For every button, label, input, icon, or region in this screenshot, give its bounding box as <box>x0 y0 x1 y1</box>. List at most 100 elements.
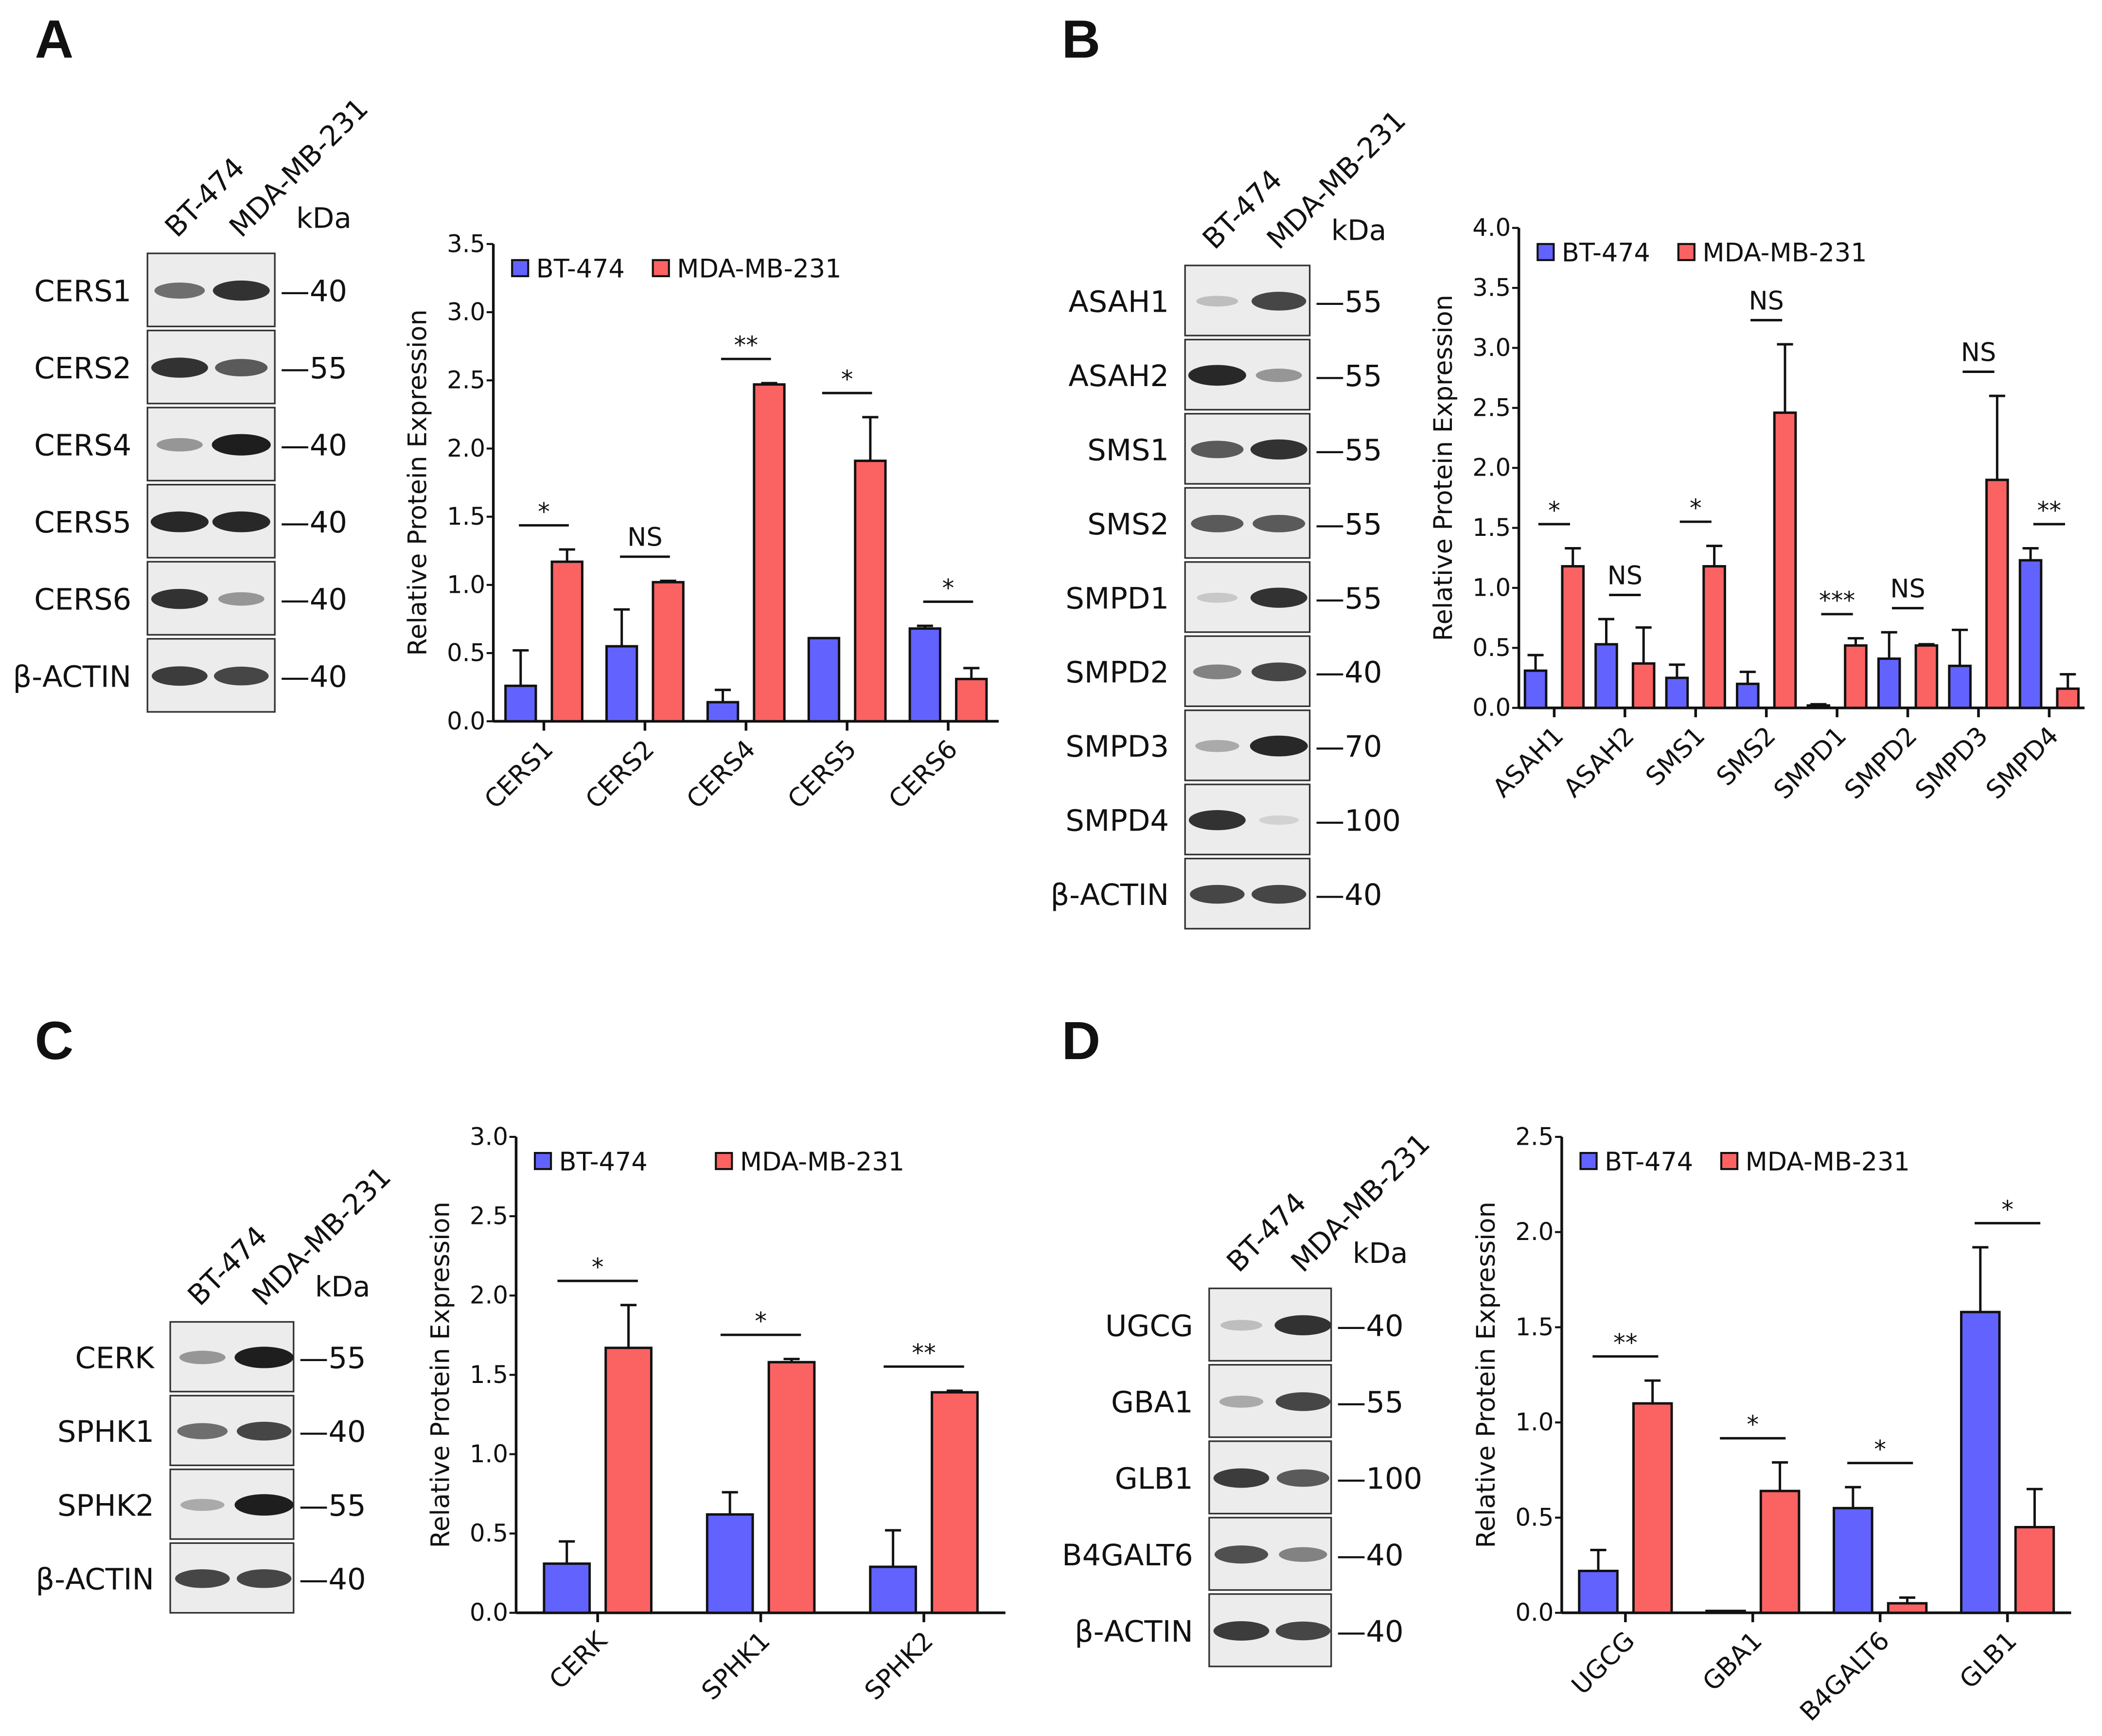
x-tick-label: SPHK2 <box>859 1626 939 1706</box>
protein-band <box>151 357 208 378</box>
protein-band <box>212 434 271 456</box>
protein-label: CERK <box>75 1342 155 1376</box>
x-tick-label: CERS1 <box>479 734 559 815</box>
blot-row: CERS1 —40 <box>34 252 347 327</box>
y-tick-label: 1.0 <box>470 1440 508 1468</box>
protein-label: SMS1 <box>1087 433 1169 467</box>
kda-marker: —55 <box>1315 508 1382 542</box>
bar-bt-474 <box>807 637 841 723</box>
significance-label: ** <box>734 331 758 359</box>
protein-band <box>1213 1621 1270 1641</box>
x-tick-label: SMPD1 <box>1768 721 1852 805</box>
y-axis-label: Relative Protein Expression <box>403 309 433 655</box>
significance-label: NS <box>1607 561 1643 590</box>
panel-label-d: D <box>1061 1012 1101 1071</box>
protein-band <box>1251 885 1307 904</box>
protein-band <box>1197 592 1238 603</box>
legend-swatch <box>1677 243 1696 261</box>
y-tick-label: 1.0 <box>1472 573 1511 602</box>
bar-bt-474 <box>1705 1610 1746 1614</box>
kda-marker: —100 <box>1315 804 1401 838</box>
y-axis-label: Relative Protein Expression <box>1429 295 1458 641</box>
legend-swatch <box>533 1151 552 1170</box>
protein-label: SMS2 <box>1087 508 1169 542</box>
x-tick-label: CERS2 <box>580 734 660 815</box>
bar-mda-mb-231 <box>1844 644 1868 709</box>
blot-row: SPHK2 —55 <box>57 1469 366 1540</box>
bar-group: GBA1 * <box>1697 1411 1801 1697</box>
bar-mda-mb-231 <box>652 581 685 723</box>
blot-row: CERK —55 <box>75 1321 366 1393</box>
y-tick-label: 0.5 <box>1515 1503 1554 1531</box>
protein-band <box>234 1346 294 1368</box>
bar-mda-mb-231 <box>550 560 583 723</box>
legend-label: BT-474 <box>1605 1147 1693 1177</box>
protein-band <box>1193 664 1241 679</box>
y-tick-label: 0.0 <box>470 1598 508 1627</box>
x-tick-label: ASAH2 <box>1558 721 1640 803</box>
panel-label-a: A <box>35 11 74 70</box>
protein-label: SPHK1 <box>57 1415 154 1449</box>
significance-label: * <box>1548 496 1560 525</box>
blot-row: CERS5 —40 <box>34 484 347 559</box>
y-tick-label: 2.0 <box>1472 454 1511 482</box>
x-tick-label: SMPD4 <box>1980 721 2065 805</box>
legend-swatch <box>1537 243 1555 261</box>
kda-marker: —55 <box>299 1489 366 1523</box>
bar-group: B4GALT6 * <box>1794 1435 1928 1727</box>
x-tick-label: CERK <box>544 1625 614 1695</box>
kda-marker: —55 <box>1315 285 1382 319</box>
kda-label: kDa <box>296 202 352 235</box>
significance-label: NS <box>1890 574 1925 604</box>
protein-band <box>1251 662 1307 681</box>
protein-label: GLB1 <box>1115 1462 1193 1496</box>
bar-mda-mb-231 <box>931 1391 979 1614</box>
bar-bt-474 <box>1806 704 1831 709</box>
bar-bt-474 <box>1960 1311 2001 1614</box>
x-tick-label: CERS6 <box>883 734 963 815</box>
bar-chart-b: 0.0 0.5 1.0 1.5 2.0 2.5 3.0 3.5 4.0 Relative Prot… <box>1429 213 2085 805</box>
kda-marker: —40 <box>1315 656 1382 690</box>
y-tick-label: 2.0 <box>470 1281 508 1310</box>
y-tick-label: 0.5 <box>470 1519 508 1547</box>
y-tick-label: 2.5 <box>1472 393 1511 422</box>
protein-label: SMPD3 <box>1065 730 1169 764</box>
significance-label: NS <box>1961 337 1996 367</box>
protein-band <box>1188 810 1246 831</box>
bar-mda-mb-231 <box>854 460 887 723</box>
protein-band <box>212 280 270 301</box>
blot-row: GLB1 —100 <box>1115 1440 1422 1515</box>
protein-label: CERS1 <box>34 275 131 309</box>
blot-row: SPHK1 —40 <box>57 1395 366 1467</box>
y-tick-label: 1.0 <box>1515 1408 1554 1436</box>
protein-band <box>1253 514 1306 532</box>
significance-label: ** <box>2037 496 2062 525</box>
legend-swatch <box>1720 1151 1739 1170</box>
bar-group: CERS5 * <box>782 365 887 815</box>
protein-label: UGCG <box>1105 1309 1193 1343</box>
kda-marker: —40 <box>280 660 347 694</box>
y-tick-label: 3.0 <box>470 1122 508 1151</box>
blot-row: β-ACTIN —40 <box>1050 857 1382 930</box>
bar-bt-474 <box>706 1513 754 1614</box>
protein-band <box>1276 1469 1329 1487</box>
protein-band <box>1196 296 1238 307</box>
bar-mda-mb-231 <box>1632 1402 1673 1614</box>
blot-row: SMS2 —55 <box>1087 487 1382 559</box>
bar-mda-mb-231 <box>2056 687 2080 709</box>
protein-band <box>1219 1396 1264 1408</box>
y-tick-label: 2.5 <box>470 1202 508 1230</box>
bar-mda-mb-231 <box>753 383 786 723</box>
significance-label: * <box>755 1307 767 1335</box>
kda-marker: —55 <box>280 352 347 386</box>
bar-mda-mb-231 <box>955 677 988 723</box>
protein-band <box>214 666 269 686</box>
y-tick-label: 2.5 <box>447 366 485 394</box>
x-tick-label: UGCG <box>1566 1626 1641 1700</box>
legend-label: MDA-MB-231 <box>740 1147 904 1177</box>
blot-row: SMPD1 —55 <box>1065 561 1382 633</box>
y-tick-label: 0.0 <box>447 707 485 735</box>
kda-marker: —40 <box>280 275 347 309</box>
x-tick-label: SPHK1 <box>696 1626 776 1706</box>
